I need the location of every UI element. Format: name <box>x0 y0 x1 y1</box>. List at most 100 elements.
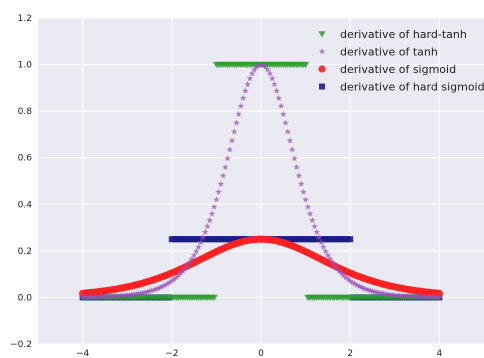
data-point <box>150 286 158 293</box>
legend-label: derivative of hard sigmoid <box>340 81 484 94</box>
data-point <box>179 267 187 274</box>
data-point <box>121 291 129 299</box>
data-point <box>302 61 310 69</box>
y-tick-label: 0.2 <box>18 247 32 257</box>
data-point <box>295 172 303 179</box>
data-point <box>193 247 200 255</box>
data-point <box>228 137 236 144</box>
y-tick-label: 0.4 <box>18 200 33 210</box>
data-point <box>148 287 155 294</box>
data-point <box>222 163 229 170</box>
data-point <box>351 280 358 287</box>
data-point <box>251 66 258 73</box>
data-point <box>309 216 316 224</box>
data-point <box>115 292 122 299</box>
data-point <box>224 155 231 162</box>
data-point <box>164 280 171 287</box>
data-point <box>291 155 298 162</box>
x-tick-label: −2 <box>165 349 178 358</box>
data-point <box>204 223 211 230</box>
data-point <box>184 262 191 269</box>
data-point <box>273 87 280 94</box>
data-point <box>92 293 100 300</box>
data-point <box>239 94 247 101</box>
data-point <box>326 255 334 262</box>
data-point <box>119 292 126 299</box>
data-point <box>237 102 245 109</box>
data-point <box>137 289 144 297</box>
data-point <box>268 75 276 82</box>
data-point <box>322 247 329 255</box>
data-point <box>235 110 242 118</box>
data-point <box>293 163 300 170</box>
data-point <box>436 293 443 300</box>
data-point <box>304 203 312 210</box>
data-point <box>168 277 176 284</box>
series-1 <box>79 61 443 300</box>
data-point <box>173 274 180 281</box>
data-point <box>244 80 251 88</box>
data-point <box>110 292 118 299</box>
data-point <box>286 137 294 144</box>
data-point <box>144 288 151 295</box>
data-point <box>280 110 287 118</box>
data-point <box>141 288 149 296</box>
data-point <box>157 283 164 291</box>
data-point <box>181 264 189 272</box>
data-point <box>186 258 193 266</box>
data-point <box>311 223 318 230</box>
data-point <box>333 264 341 272</box>
data-point <box>190 251 198 259</box>
data-point <box>188 255 196 262</box>
data-point <box>320 243 327 250</box>
data-point <box>128 291 135 298</box>
data-point <box>103 293 111 300</box>
data-point <box>195 243 202 250</box>
legend-marker-3 <box>319 83 325 90</box>
y-tick-label: −0.2 <box>10 340 32 350</box>
data-point <box>262 63 269 70</box>
data-point <box>349 279 356 286</box>
data-point <box>139 289 147 296</box>
data-point <box>271 80 278 88</box>
data-point <box>117 292 124 299</box>
data-point <box>338 269 345 277</box>
data-point <box>166 279 173 286</box>
legend-marker-1 <box>318 48 326 55</box>
data-point <box>233 119 240 126</box>
data-point <box>306 210 314 217</box>
data-point <box>206 216 213 224</box>
data-point <box>282 119 289 126</box>
data-point <box>112 292 120 299</box>
data-point <box>161 281 169 288</box>
data-point <box>342 274 349 281</box>
data-point <box>213 196 220 203</box>
legend-marker-2 <box>318 65 326 73</box>
data-point <box>108 292 115 300</box>
data-point <box>130 290 138 298</box>
data-point <box>101 293 109 300</box>
legend-label: derivative of sigmoid <box>340 63 456 76</box>
x-axis-ticks: −4 −2 0 2 4 <box>76 349 443 358</box>
data-point <box>210 203 218 210</box>
data-point <box>317 239 325 246</box>
data-point <box>97 293 104 300</box>
data-point <box>315 234 323 241</box>
legend-marker-0 <box>318 31 326 38</box>
data-point <box>324 251 332 259</box>
y-axis-ticks: −0.2 0.0 0.2 0.4 0.6 0.8 1.0 1.2 <box>10 14 32 350</box>
y-tick-label: 0.6 <box>18 154 33 164</box>
data-point <box>210 294 218 302</box>
data-point <box>132 290 140 297</box>
data-point <box>288 146 296 153</box>
data-point <box>217 180 225 187</box>
data-point <box>260 61 267 68</box>
data-point <box>197 239 205 246</box>
data-point <box>135 290 142 297</box>
x-tick-label: 2 <box>347 349 353 358</box>
data-point <box>340 272 347 279</box>
legend-label: derivative of tanh <box>340 46 438 59</box>
data-point <box>266 70 274 77</box>
data-point <box>152 285 160 292</box>
data-point <box>255 61 262 68</box>
